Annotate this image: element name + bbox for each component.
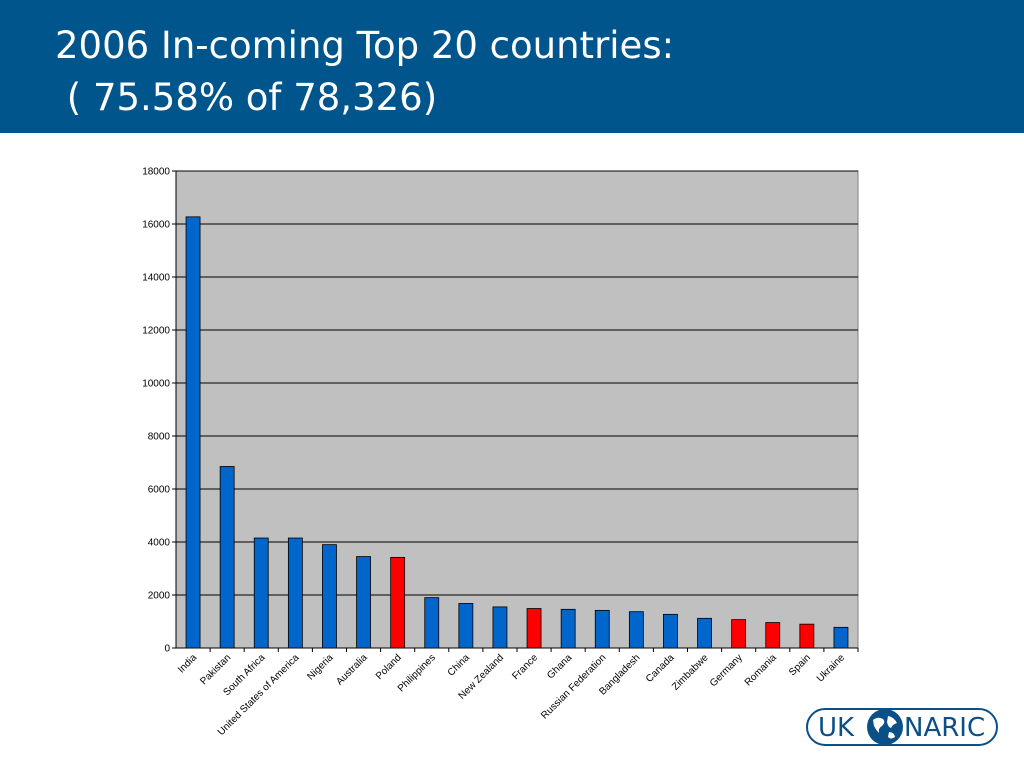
bar [185, 216, 201, 649]
plot-area [175, 170, 859, 649]
y-tick-label: 18000 [142, 167, 170, 178]
logo-text-naric: NARIC [904, 713, 986, 743]
bar [390, 556, 406, 649]
bar [799, 623, 815, 649]
bar [356, 556, 371, 649]
y-tick-label: 4000 [148, 538, 171, 549]
bar [322, 544, 337, 649]
y-tick-label: 6000 [148, 485, 171, 496]
y-tick-label: 14000 [142, 273, 170, 284]
x-tick-label: Germany [708, 652, 745, 689]
x-tick-label: India [176, 652, 199, 675]
logo-text-uk: UK [818, 713, 855, 743]
y-tick-label: 2000 [148, 591, 171, 602]
x-tick-label: Ghana [545, 652, 574, 681]
x-tick-label: Poland [374, 652, 404, 682]
x-tick-label: France [510, 652, 540, 682]
x-tick-label: Ukraine [815, 652, 847, 684]
globe-icon [867, 709, 903, 745]
x-tick-label: Nigeria [305, 652, 335, 682]
y-tick-label: 0 [164, 644, 170, 655]
x-tick-label: Romania [743, 652, 779, 688]
bar [424, 597, 440, 649]
x-tick-label: Russian Federation [539, 652, 608, 721]
slide-title: 2006 In-coming Top 20 countries: [55, 24, 675, 67]
y-tick-label: 16000 [142, 220, 170, 231]
bar [663, 613, 678, 649]
y-tick-label: 8000 [148, 432, 171, 443]
x-tick-label: Canada [644, 652, 677, 685]
bar [697, 617, 712, 649]
bar [287, 537, 303, 649]
x-tick-label: Pakistan [198, 652, 233, 687]
bar [458, 603, 474, 649]
bar [219, 466, 235, 649]
header-banner: 2006 In-coming Top 20 countries: ( 75.58… [0, 0, 1024, 133]
uk-naric-logo: UK NARIC [806, 708, 998, 746]
bar [560, 608, 576, 649]
bar [492, 606, 508, 649]
x-tick-label: Australia [334, 652, 370, 688]
bar [833, 626, 849, 649]
bar [765, 622, 781, 649]
bar [594, 609, 610, 649]
x-tick-label: Spain [787, 652, 813, 678]
x-tick-label: China [446, 652, 473, 679]
bar [731, 619, 747, 649]
x-tick-label: Zimbabwe [670, 652, 711, 693]
y-tick-label: 10000 [142, 379, 170, 390]
slide-subtitle: ( 75.58% of 78,326) [55, 76, 438, 119]
bar [253, 537, 269, 649]
y-tick-label: 12000 [142, 326, 170, 337]
bar [526, 608, 542, 649]
bar [628, 611, 644, 649]
